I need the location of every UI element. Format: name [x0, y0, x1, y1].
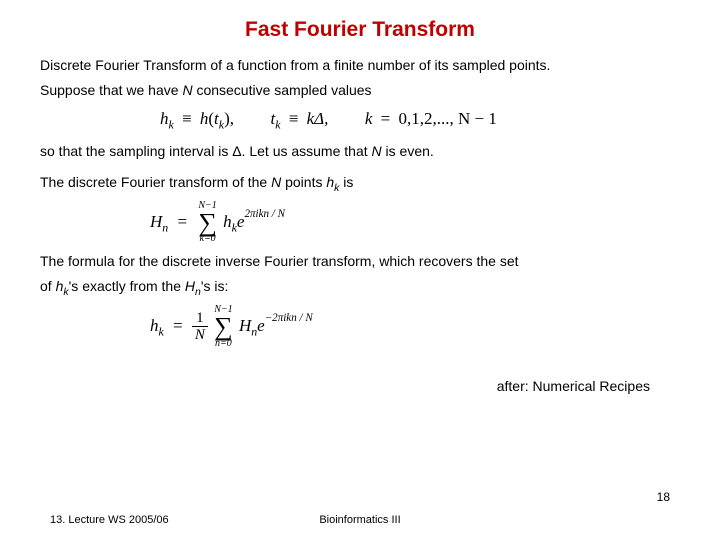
slide-title: Fast Fourier Transform — [40, 18, 680, 42]
f3-sigma: ∑ — [214, 315, 233, 338]
para-2a: Suppose that we have — [40, 82, 182, 98]
para-4a: The discrete Fourier transform of the — [40, 174, 271, 190]
para-3a: so that the sampling interval is Δ. Let … — [40, 143, 372, 159]
f1-rp: ), — [224, 109, 234, 128]
footer-center: Bioinformatics III — [319, 514, 400, 526]
attribution: after: Numerical Recipes — [40, 377, 680, 396]
f1-k: k — [365, 109, 373, 128]
f1-eq2: ≡ — [289, 109, 299, 128]
f3-num: 1 — [192, 310, 208, 328]
var-h-1: h — [326, 174, 334, 190]
footer-left: 13. Lecture WS 2005/06 — [50, 514, 169, 526]
f2-Hn-sub: n — [162, 220, 168, 234]
formula-3: hk = 1 N N−1 ∑ n=0 Hne−2πikn / N — [150, 316, 313, 335]
f1-range: 0,1,2,..., N − 1 — [399, 109, 497, 128]
para-4: The discrete Fourier transform of the N … — [40, 173, 680, 195]
f3-frac: 1 N — [192, 310, 208, 345]
para-3b: is even. — [382, 143, 434, 159]
f2-sum-below: k=0 — [198, 234, 217, 244]
para-2: Suppose that we have N consecutive sampl… — [40, 81, 680, 100]
para-1: Discrete Fourier Transform of a function… — [40, 56, 680, 75]
para-4c: is — [339, 174, 353, 190]
f2-H: H — [150, 212, 162, 231]
slide: Fast Fourier Transform Discrete Fourier … — [0, 0, 720, 540]
para-2b: consecutive sampled values — [193, 82, 372, 98]
formula-2: Hn = N−1 ∑ k=0 hke2πikn / N — [150, 212, 285, 231]
var-H-1: H — [185, 278, 195, 294]
f3-sum-below: n=0 — [214, 339, 233, 349]
f1-tk2-sub: k — [275, 117, 280, 131]
para-5b-c: 's is: — [201, 278, 229, 294]
f2-sigma: ∑ — [198, 211, 217, 234]
f1-hk-sub: k — [169, 117, 174, 131]
f2-h: h — [223, 212, 232, 231]
var-N-3: N — [271, 174, 281, 190]
para-3: so that the sampling interval is Δ. Let … — [40, 142, 680, 161]
f3-hk-sub: k — [159, 324, 164, 338]
formula-3-wrap: hk = 1 N N−1 ∑ n=0 Hne−2πikn / N — [40, 305, 680, 348]
f3-e: e — [257, 316, 265, 335]
formula-1-wrap: hk ≡ h(tk), tk ≡ kΔ, k = 0,1,2,..., N − … — [40, 108, 680, 132]
f1-h: h — [160, 109, 169, 128]
para-4b: points — [281, 174, 326, 190]
body: Discrete Fourier Transform of a function… — [40, 56, 680, 396]
var-N-1: N — [182, 82, 192, 98]
formula-1: hk ≡ h(tk), tk ≡ kΔ, k = 0,1,2,..., N − … — [160, 109, 497, 128]
f3-sum: N−1 ∑ n=0 — [214, 305, 233, 348]
f3-exp: −2πikn / N — [265, 312, 313, 324]
f3-eq: = — [173, 316, 183, 335]
para-5b: of hk's exactly from the Hn's is: — [40, 277, 680, 299]
para-5b-b: 's exactly from the — [69, 278, 185, 294]
f1-equiv: ≡ — [182, 109, 192, 128]
title-text: Fast Fourier Transform — [245, 18, 475, 41]
f3-h: h — [150, 316, 159, 335]
f2-sum: N−1 ∑ k=0 — [198, 201, 217, 244]
var-N-2: N — [372, 143, 382, 159]
para-5a: The formula for the discrete inverse Fou… — [40, 253, 519, 269]
f2-exp: 2πikn / N — [244, 208, 285, 220]
para-5: The formula for the discrete inverse Fou… — [40, 252, 680, 271]
formula-2-wrap: Hn = N−1 ∑ k=0 hke2πikn / N — [40, 201, 680, 244]
para-5b-a: of — [40, 278, 56, 294]
f3-den: N — [192, 327, 208, 344]
f2-eq: = — [177, 212, 187, 231]
f1-eq3: = — [381, 109, 391, 128]
page-number: 18 — [657, 490, 670, 504]
f1-kd: kΔ, — [307, 109, 329, 128]
f3-H: H — [239, 316, 251, 335]
